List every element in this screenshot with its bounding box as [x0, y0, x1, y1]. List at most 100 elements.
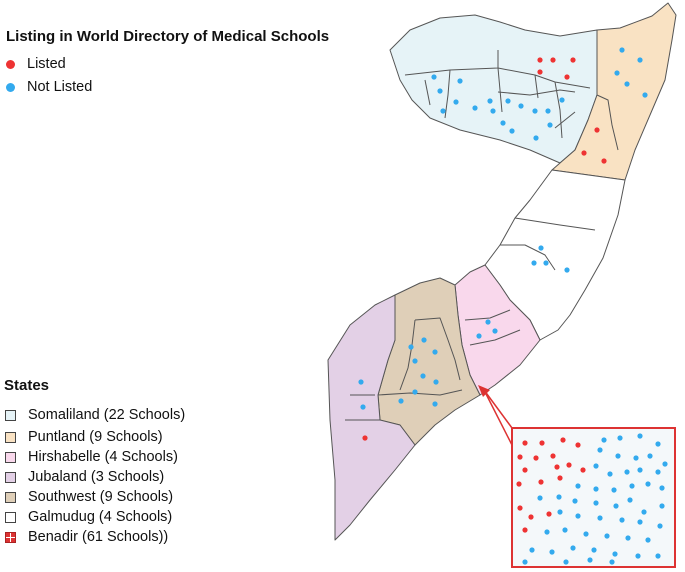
listed-school-dot [575, 442, 581, 448]
listed-school-dot [566, 462, 572, 468]
listed-school-dot [537, 57, 543, 63]
not-listed-school-dot [505, 98, 511, 104]
legend-item-listed: Listed [6, 56, 66, 72]
somaliland-swatch-icon [5, 409, 16, 421]
not-listed-school-dot [485, 319, 491, 325]
not-listed-school-dot [557, 509, 563, 515]
not-listed-school-dot [398, 398, 404, 404]
not-listed-school-dot [531, 260, 537, 266]
not-listed-school-dot [657, 523, 663, 529]
listed-school-dot [537, 69, 543, 75]
not-listed-school-dot [564, 267, 570, 273]
legend-label: Hirshabelle (4 Schools) [28, 449, 178, 465]
not-listed-school-dot [607, 471, 613, 477]
legend-item-benadir: Benadir (61 Schools)) [5, 529, 168, 545]
not-listed-school-dot [617, 435, 623, 441]
listed-school-dot [528, 514, 534, 520]
listed-school-dot [570, 57, 576, 63]
not-listed-school-dot [472, 105, 478, 111]
legend-item-puntland: Puntland (9 Schools) [5, 429, 163, 445]
legend-label: Puntland (9 Schools) [28, 429, 163, 445]
not-listed-school-dot [360, 404, 366, 410]
not-listed-school-dot [629, 483, 635, 489]
not-listed-school-dot [609, 559, 615, 565]
listed-school-dot [554, 464, 560, 470]
not-listed-school-dot [633, 455, 639, 461]
legend-label: Southwest (9 Schools) [28, 489, 174, 505]
legend-label: Benadir (61 Schools)) [28, 529, 169, 545]
not-listed-school-dot [559, 97, 565, 103]
not-listed-school-dot [659, 485, 665, 491]
not-listed-school-dot [614, 70, 620, 76]
not-listed-school-dot [659, 503, 665, 509]
not-listed-school-dot [537, 495, 543, 501]
legend-label: Galmudug (4 Schools) [28, 509, 173, 525]
listed-dot-icon [6, 59, 15, 69]
not-listed-school-dot [611, 487, 617, 493]
not-listed-school-dot [358, 379, 364, 385]
not-listed-school-dot [641, 509, 647, 515]
not-listed-school-dot [619, 47, 625, 53]
listed-school-dot [564, 74, 570, 80]
region-jubaland [327, 294, 416, 541]
not-listed-school-dot [591, 547, 597, 553]
not-listed-school-dot [597, 447, 603, 453]
listed-school-dot [522, 440, 528, 446]
listed-school-dot [522, 527, 528, 533]
listed-school-dot [557, 475, 563, 481]
not-listed-school-dot [529, 547, 535, 553]
not-listed-school-dot [655, 553, 661, 559]
listed-school-dot [546, 511, 552, 517]
not-listed-dot-icon [6, 82, 15, 92]
legend-item-galmudug: Galmudug (4 Schools) [5, 509, 172, 525]
not-listed-school-dot [440, 108, 446, 114]
not-listed-school-dot [637, 57, 643, 63]
listed-school-dot [594, 127, 600, 133]
legend-item-not-listed: Not Listed [6, 79, 92, 95]
not-listed-school-dot [624, 81, 630, 87]
not-listed-school-dot [492, 328, 498, 334]
listed-school-dot [516, 481, 522, 487]
not-listed-school-dot [431, 74, 437, 80]
not-listed-school-dot [655, 441, 661, 447]
listed-school-dot [580, 467, 586, 473]
galmudug-swatch-icon [5, 511, 16, 523]
not-listed-school-dot [412, 358, 418, 364]
not-listed-school-dot [522, 559, 528, 565]
listed-school-dot [560, 437, 566, 443]
not-listed-school-dot [575, 513, 581, 519]
legend-item-somaliland: Somaliland (22 Schools) [5, 407, 185, 423]
not-listed-school-dot [518, 103, 524, 109]
not-listed-school-dot [437, 88, 443, 94]
listed-school-dot [522, 467, 528, 473]
not-listed-school-dot [655, 469, 661, 475]
points-legend-title: Listing in World Directory of Medical Sc… [6, 28, 330, 45]
not-listed-school-dot [408, 344, 414, 350]
listed-school-dot [550, 453, 556, 459]
not-listed-school-dot [593, 486, 599, 492]
listed-school-dot [533, 455, 539, 461]
puntland-swatch-icon [5, 431, 16, 443]
not-listed-school-dot [490, 108, 496, 114]
not-listed-school-dot [457, 78, 463, 84]
not-listed-school-dot [532, 108, 538, 114]
benadir-swatch-icon [5, 531, 16, 543]
inset-pointer-line-2 [483, 389, 513, 446]
listed-school-dot [517, 454, 523, 460]
not-listed-school-dot [601, 437, 607, 443]
not-listed-school-dot [627, 497, 633, 503]
listed-school-dot [550, 57, 556, 63]
listed-school-dot [601, 158, 607, 164]
jubaland-swatch-icon [5, 471, 16, 483]
not-listed-school-dot [615, 453, 621, 459]
legend-label: Not Listed [27, 79, 93, 95]
not-listed-school-dot [562, 527, 568, 533]
not-listed-school-dot [545, 108, 551, 114]
not-listed-school-dot [613, 503, 619, 509]
states-legend-title: States [4, 377, 50, 394]
not-listed-school-dot [612, 551, 618, 557]
not-listed-school-dot [500, 120, 506, 126]
not-listed-school-dot [642, 92, 648, 98]
legend-label: Somaliland (22 Schools) [28, 407, 186, 423]
